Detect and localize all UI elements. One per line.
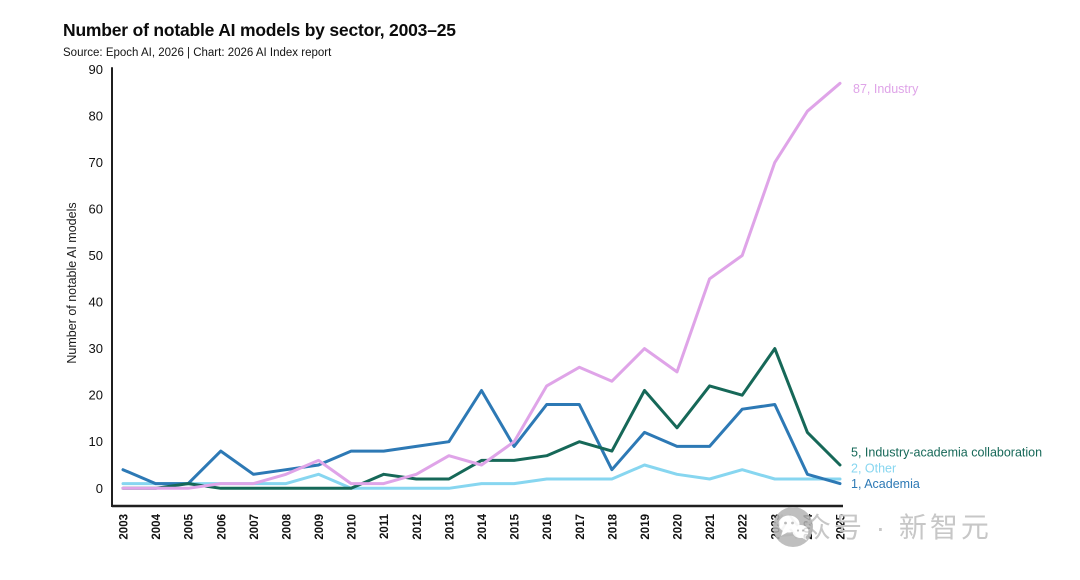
x-tick-label: 2013 xyxy=(444,514,456,540)
x-tick-label: 2003 xyxy=(119,514,131,540)
x-tick-label: 2017 xyxy=(575,514,587,540)
series-end-label-industry-academia-collaboration: 5, Industry-academia collaboration xyxy=(851,446,1042,460)
x-tick-label: 2011 xyxy=(379,513,391,539)
x-tick-label: 2007 xyxy=(249,514,261,540)
x-tick-label: 2019 xyxy=(640,514,652,540)
series-line-industry-academia-collaboration xyxy=(121,347,842,490)
x-tick-label: 2024 xyxy=(803,513,815,539)
y-tick-label: 40 xyxy=(89,295,103,310)
x-tick-label: 2016 xyxy=(542,514,554,540)
x-tick-label: 2010 xyxy=(347,514,359,540)
y-tick-label: 80 xyxy=(89,108,103,123)
y-tick-label: 60 xyxy=(89,201,103,216)
page-title: Number of notable AI models by sector, 2… xyxy=(63,20,456,40)
x-tick-label: 2021 xyxy=(705,513,717,539)
y-tick-label: 70 xyxy=(89,155,103,170)
x-tick-label: 2023 xyxy=(770,514,782,540)
y-tick-label: 10 xyxy=(89,434,103,449)
x-tick-label: 2022 xyxy=(738,514,750,540)
series-end-label-other: 2, Other xyxy=(851,461,896,475)
x-tick-label: 2015 xyxy=(510,513,522,539)
y-tick-label: 50 xyxy=(89,248,103,263)
y-tick-label: 20 xyxy=(89,388,103,403)
x-tick-label: 2018 xyxy=(607,513,619,539)
series-line-industry xyxy=(121,81,842,490)
x-tick-label: 2020 xyxy=(673,514,685,540)
x-tick-label: 2004 xyxy=(151,513,163,539)
x-tick-label: 2005 xyxy=(184,513,196,539)
x-tick-label: 2006 xyxy=(216,514,228,540)
x-tick-label: 2008 xyxy=(281,513,293,539)
series-line-academia xyxy=(121,389,842,486)
chart-source-note: Source: Epoch AI, 2026 | Chart: 2026 AI … xyxy=(63,47,332,59)
x-tick-label: 2025 xyxy=(836,513,848,539)
x-tick-label: 2014 xyxy=(477,513,489,539)
x-tick-label: 2009 xyxy=(314,514,326,540)
series-end-label-academia: 1, Academia xyxy=(851,477,920,491)
series-end-label-industry: 87, Industry xyxy=(853,82,919,96)
x-tick-label: 2012 xyxy=(412,514,424,540)
y-tick-label: 0 xyxy=(96,481,103,496)
y-tick-label: 90 xyxy=(89,62,103,77)
y-tick-label: 30 xyxy=(89,341,103,356)
